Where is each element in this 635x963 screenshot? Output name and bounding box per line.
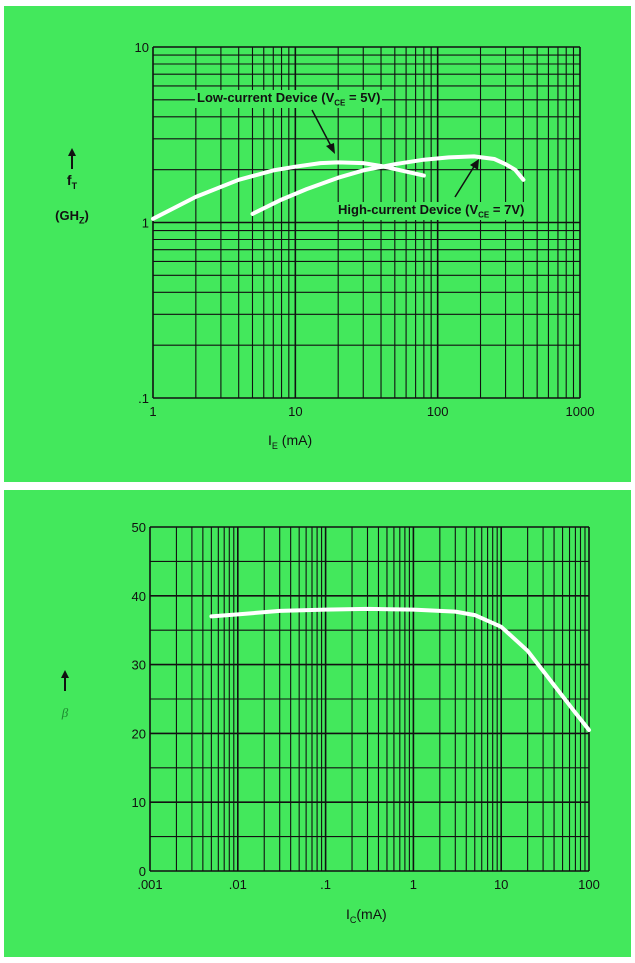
beta-axis-label: β: [61, 705, 69, 720]
y-tick-label: 40: [132, 589, 146, 604]
x-tick-label: 1: [410, 877, 417, 892]
ft-axis-unit: (GHZ): [55, 208, 89, 226]
y-tick-label: .1: [138, 391, 149, 406]
high-current-annotation: High-current Device (VCE = 7V): [336, 202, 527, 220]
y-tick-label: 30: [132, 658, 146, 673]
y-tick-label: 10: [135, 40, 149, 55]
series-line-high-current: [250, 154, 526, 216]
beta-axis-arrow: [50, 670, 80, 695]
x-tick-label: 10: [288, 404, 302, 419]
ie-axis-label: IE (mA): [268, 432, 313, 451]
x-tick-label: .01: [229, 877, 247, 892]
chart-panel-ft: [4, 6, 631, 482]
y-tick-label: 0: [139, 864, 146, 879]
ic-axis-label: IC(mA): [346, 906, 387, 925]
y-tick-label: 1: [142, 216, 149, 231]
x-tick-label: 100: [427, 404, 449, 419]
y-tick-label: 10: [132, 795, 146, 810]
annotation-arrow-low: [311, 109, 333, 149]
y-tick-label: 20: [132, 726, 146, 741]
series-line-beta: [209, 606, 591, 732]
low-current-annotation: Low-current Device (VCE = 5V): [195, 90, 383, 108]
y-tick-label: 50: [132, 520, 146, 535]
ft-axis-label: fT: [66, 172, 78, 191]
x-tick-label: .1: [320, 877, 331, 892]
annotation-arrowhead-high: [470, 159, 479, 170]
x-tick-label: .001: [137, 877, 162, 892]
annotation-arrowhead-low: [326, 143, 335, 154]
annotation-arrow-high: [454, 164, 476, 198]
x-tick-label: 1000: [566, 404, 595, 419]
series-line-low-current: [151, 160, 426, 221]
x-tick-label: 1: [149, 404, 156, 419]
x-tick-label: 10: [494, 877, 508, 892]
ft-axis-arrow: [42, 148, 102, 173]
x-tick-label: 100: [578, 877, 600, 892]
